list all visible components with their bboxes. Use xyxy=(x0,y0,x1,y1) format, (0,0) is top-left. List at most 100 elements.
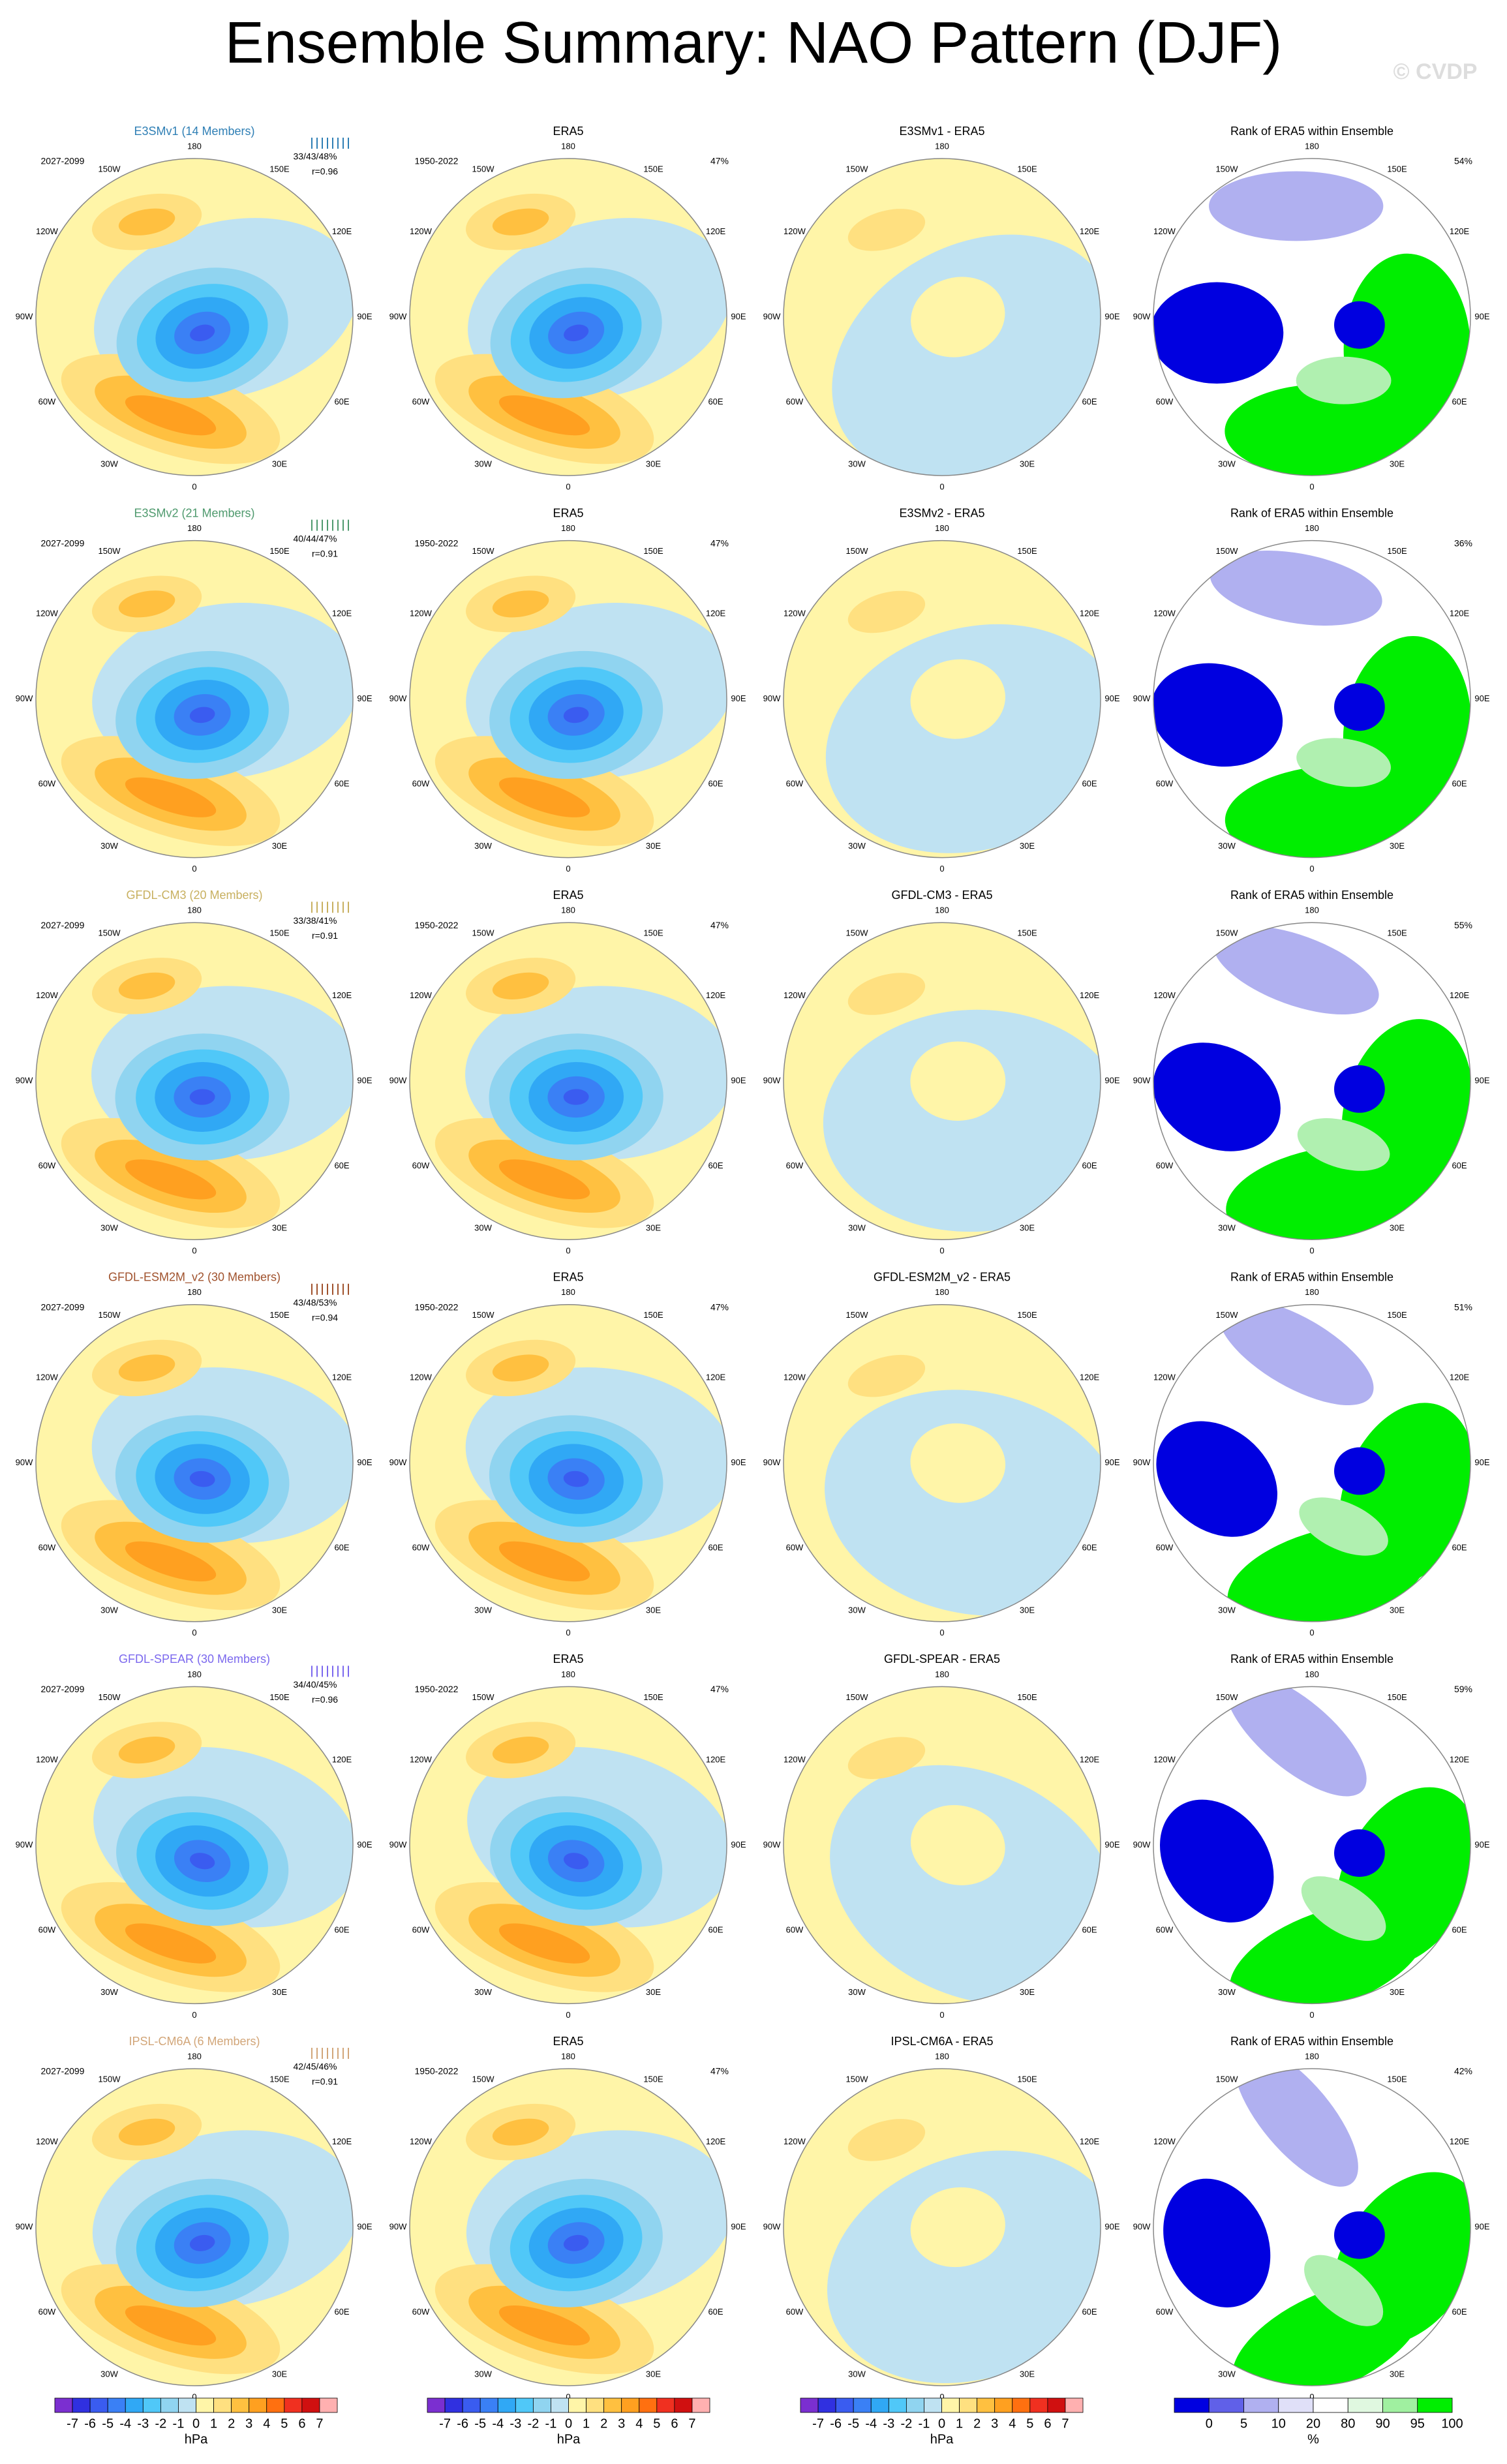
lon-label: 180 xyxy=(561,1669,575,1679)
lon-label: 60E xyxy=(1082,2307,1097,2317)
colorbar-box xyxy=(213,2397,232,2413)
lon-label: 30W xyxy=(100,1605,118,1615)
lon-label: 0 xyxy=(939,1628,944,1637)
field-contour xyxy=(564,324,589,342)
lon-label: 90W xyxy=(763,1840,781,1849)
field-contour xyxy=(847,973,926,1015)
field-contour xyxy=(1334,1829,1385,1877)
lon-label: 120W xyxy=(1153,609,1176,618)
obs-title: ERA5 xyxy=(553,506,583,519)
colorbar-label: -1 xyxy=(545,2416,557,2431)
obs-pct: 47% xyxy=(710,1684,729,1694)
colorbar-label: -5 xyxy=(474,2416,486,2431)
colorbar-box xyxy=(178,2397,196,2413)
lon-label: 30W xyxy=(1218,1987,1236,1997)
lon-label: 120W xyxy=(36,1373,59,1382)
lon-label: 120W xyxy=(784,1373,806,1382)
lon-label: 120E xyxy=(332,226,352,236)
lon-label: 180 xyxy=(935,1669,949,1679)
field-contour xyxy=(1153,1042,1281,1151)
field-contour xyxy=(118,1737,175,1764)
figure-title: Ensemble Summary: NAO Pattern (DJF) xyxy=(225,10,1282,76)
lon-label: 90E xyxy=(1104,1076,1119,1086)
rank-title: Rank of ERA5 within Ensemble xyxy=(1230,125,1393,138)
lon-label: 120W xyxy=(784,226,806,236)
lon-label: 60E xyxy=(1452,1161,1467,1170)
lon-label: 30E xyxy=(646,1987,661,1997)
lon-label: 60W xyxy=(786,397,804,406)
colorbar-unit: hPa xyxy=(557,2432,581,2446)
lon-label: 120W xyxy=(36,2137,59,2146)
lon-label: 120E xyxy=(332,609,352,618)
colorbar-label: -7 xyxy=(812,2416,824,2431)
pattern-corr: r=0.91 xyxy=(312,548,338,558)
map xyxy=(36,1686,353,2004)
lon-label: 30W xyxy=(474,459,492,468)
colorbar-label: 0 xyxy=(1206,2416,1213,2431)
lon-label: 120E xyxy=(1450,1373,1470,1382)
lon-label: 180 xyxy=(1305,905,1319,915)
colorbar-label: 6 xyxy=(671,2416,678,2431)
colorbar-label: 2 xyxy=(228,2416,235,2431)
lon-label: 120E xyxy=(1080,1373,1100,1382)
field-contour xyxy=(498,1541,590,1582)
lon-label: 180 xyxy=(935,2051,949,2061)
lon-label: 30W xyxy=(848,1605,866,1615)
lon-label: 0 xyxy=(939,2392,944,2401)
field-contour xyxy=(1218,1304,1374,1405)
lon-label: 120W xyxy=(1153,2137,1176,2146)
obs-pct: 47% xyxy=(710,538,729,548)
lon-label: 0 xyxy=(939,1246,944,1256)
lon-label: 60W xyxy=(786,1543,804,1553)
lon-label: 60E xyxy=(334,1543,349,1553)
lon-label: 0 xyxy=(1309,1246,1314,1256)
map xyxy=(36,159,353,476)
field-contour xyxy=(847,1354,926,1397)
map-outline xyxy=(35,1304,354,1622)
field-contour xyxy=(498,777,590,817)
lon-label: 120W xyxy=(784,1754,806,1764)
lon-label: 150W xyxy=(472,928,495,938)
lon-label: 150W xyxy=(846,1310,869,1320)
lon-label: 120W xyxy=(1153,1373,1176,1382)
colorbar-box xyxy=(462,2397,481,2413)
map-outline xyxy=(1153,158,1471,476)
lon-label: 120E xyxy=(1080,1754,1100,1764)
lon-label: 60W xyxy=(38,1161,56,1170)
lon-label: 180 xyxy=(187,1287,202,1297)
colorbar-box xyxy=(656,2397,675,2413)
field-contour xyxy=(1297,1118,1390,1171)
lon-label: 150W xyxy=(846,1692,869,1702)
field-contour xyxy=(125,1923,217,1964)
lon-label: 60W xyxy=(38,1543,56,1553)
lon-label: 180 xyxy=(1305,1669,1319,1679)
map xyxy=(784,540,1101,858)
colorbar-box xyxy=(301,2397,320,2413)
lon-label: 150E xyxy=(269,164,290,174)
lon-label: 150W xyxy=(99,164,121,174)
lon-label: 30E xyxy=(1390,841,1405,851)
field-contour xyxy=(125,395,217,436)
colorbar-box xyxy=(586,2397,605,2413)
lon-label: 150W xyxy=(846,928,869,938)
diff-title: E3SMv1 - ERA5 xyxy=(899,125,984,138)
field-contour xyxy=(1225,765,1431,858)
lon-label: 90W xyxy=(16,1076,33,1086)
lon-label: 150E xyxy=(643,2074,663,2084)
colorbar-box xyxy=(977,2397,996,2413)
lon-label: 60W xyxy=(786,779,804,789)
lon-label: 90E xyxy=(731,1457,746,1467)
lon-label: 30W xyxy=(1218,841,1236,851)
colorbar-box xyxy=(959,2397,978,2413)
field-contour xyxy=(498,1923,590,1964)
obs-pct: 47% xyxy=(710,156,729,166)
map xyxy=(410,2069,727,2386)
lon-label: 30W xyxy=(848,1223,866,1233)
field-contour xyxy=(1156,1421,1277,1537)
rank-pct: 42% xyxy=(1454,2066,1472,2076)
lon-label: 180 xyxy=(561,141,575,151)
lon-label: 30E xyxy=(272,1605,287,1615)
lon-label: 30W xyxy=(848,2369,866,2379)
obs-title: ERA5 xyxy=(553,1271,583,1284)
lon-label: 60W xyxy=(1156,779,1174,789)
